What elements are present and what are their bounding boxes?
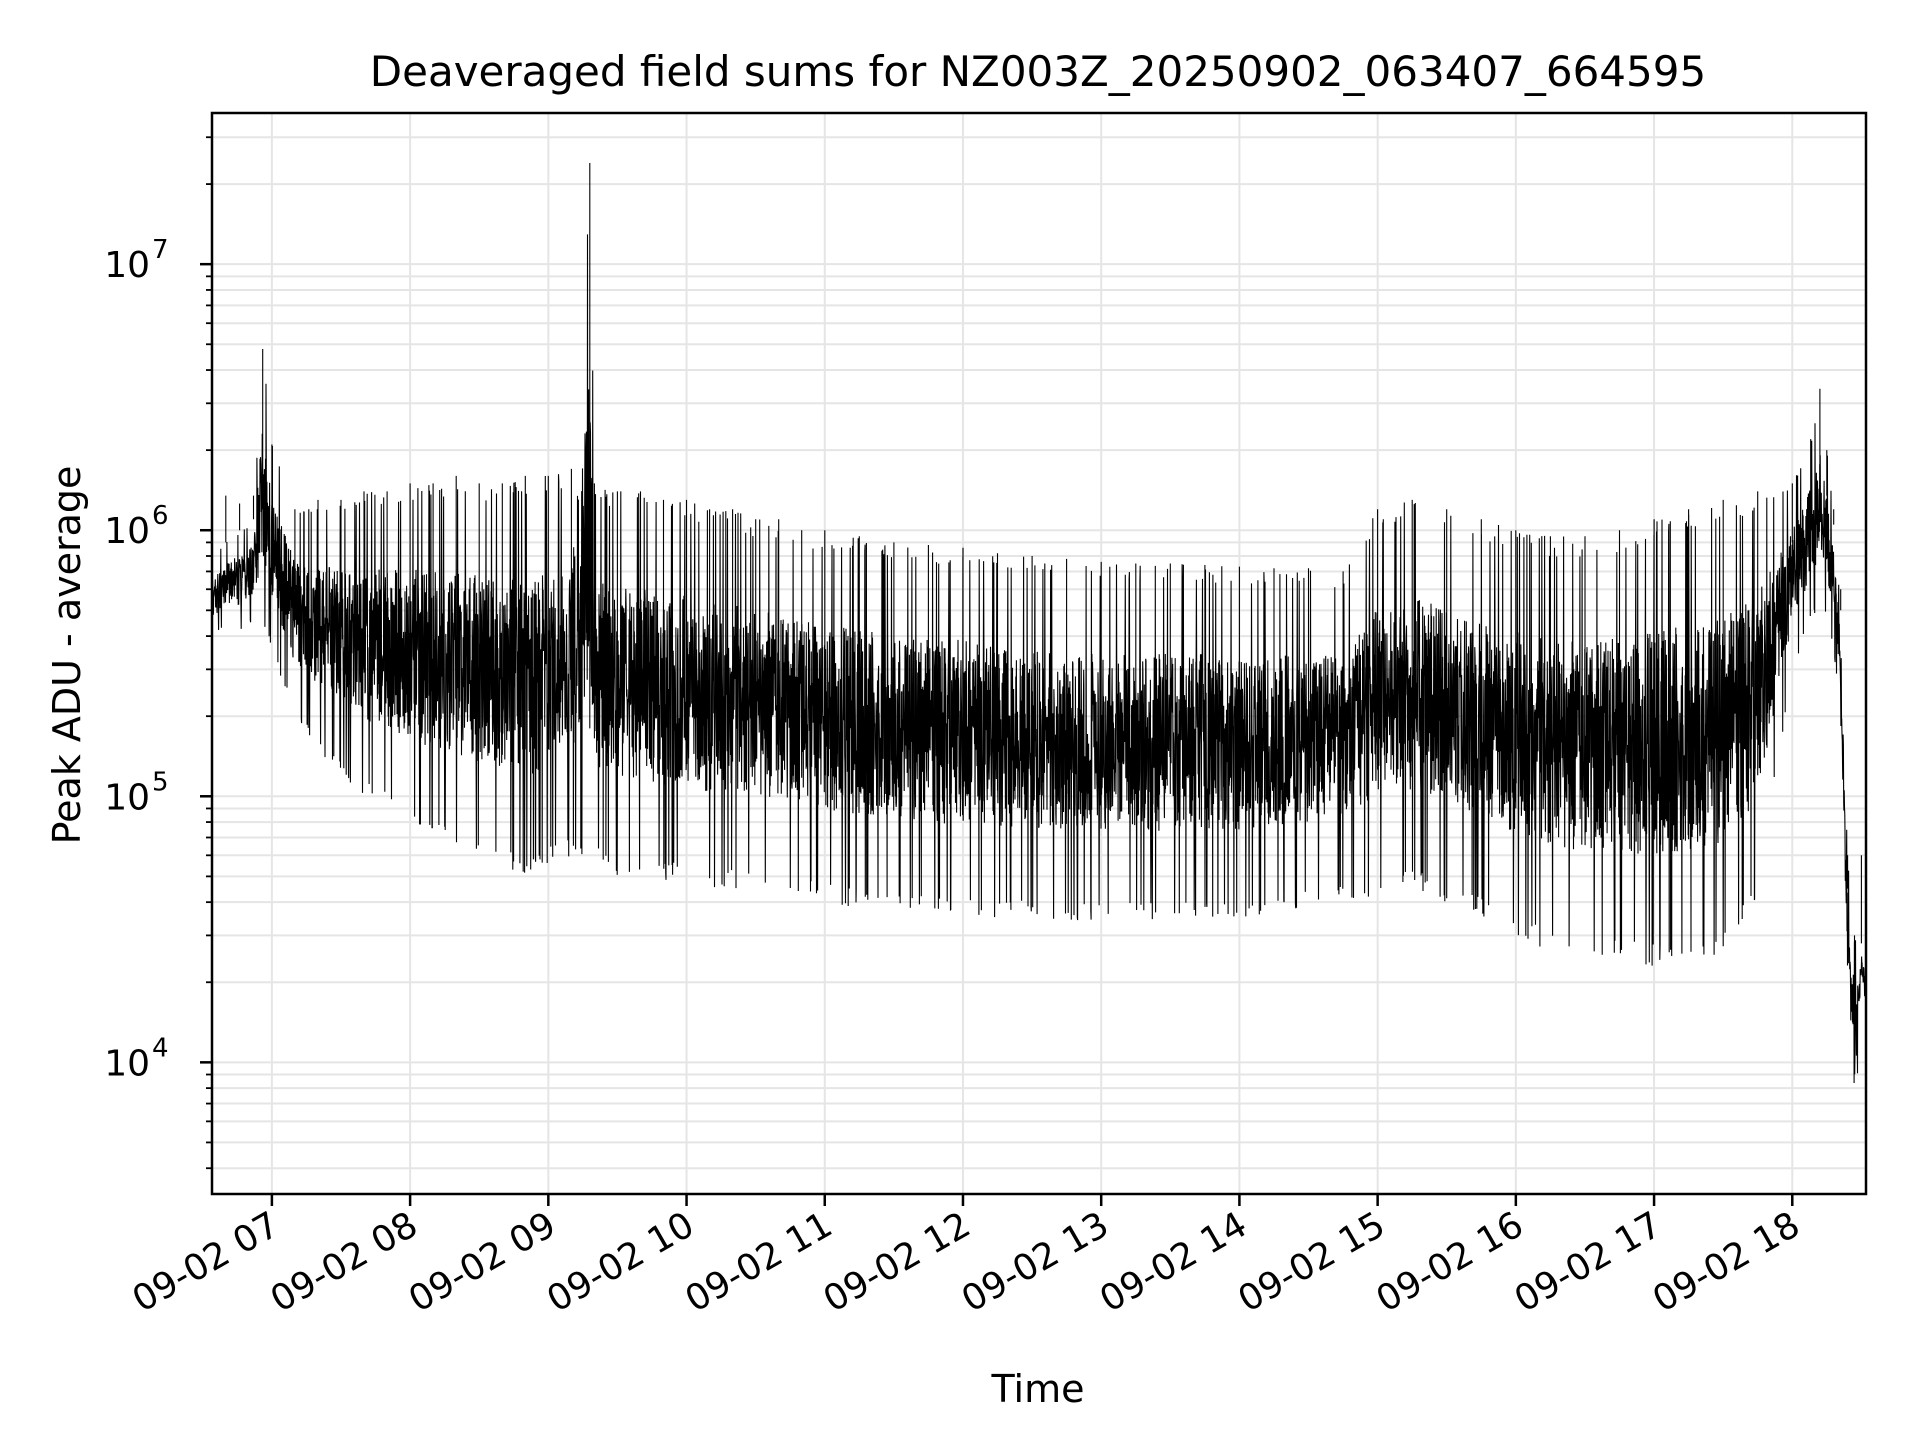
y-tick-base: 10	[104, 1043, 150, 1084]
y-tick-exponent: 7	[152, 235, 169, 265]
y-tick-exponent: 4	[152, 1033, 169, 1063]
x-tick-label: 09-02 11	[679, 1204, 840, 1320]
y-tick-base: 10	[104, 777, 150, 818]
chart-title: Deaveraged field sums for NZ003Z_2025090…	[370, 47, 1706, 96]
x-tick-label: 09-02 09	[402, 1204, 563, 1320]
x-tick-label: 09-02 17	[1508, 1204, 1669, 1320]
x-tick-label: 09-02 15	[1231, 1204, 1392, 1320]
series-layer	[211, 163, 1867, 1084]
y-tick-label: 10 4	[104, 1033, 168, 1084]
x-tick-label: 09-02 07	[126, 1204, 287, 1320]
x-tick-label: 09-02 13	[955, 1204, 1116, 1320]
series-line	[211, 163, 1867, 1084]
plot-frame	[210, 111, 1868, 1196]
y-tick-exponent: 6	[152, 501, 169, 531]
x-tick-label: 09-02 12	[817, 1204, 978, 1320]
y-tick-base: 10	[104, 245, 150, 286]
y-axis-label: Peak ADU - average	[45, 466, 89, 845]
y-tick-base: 10	[104, 511, 150, 552]
grid	[212, 113, 1866, 1194]
y-tick-label: 10 6	[104, 501, 168, 552]
y-tick-exponent: 5	[152, 767, 169, 797]
x-tick-label: 09-02 16	[1370, 1204, 1531, 1320]
y-tick-label: 10 5	[104, 767, 168, 818]
x-tick-label: 09-02 08	[264, 1204, 425, 1320]
x-tick-label: 09-02 10	[540, 1204, 701, 1320]
x-tick-label: 09-02 18	[1646, 1204, 1807, 1320]
x-axis-label: Time	[991, 1367, 1085, 1411]
y-tick-label: 10 7	[104, 235, 168, 286]
x-tick-label: 09-02 14	[1093, 1204, 1254, 1320]
